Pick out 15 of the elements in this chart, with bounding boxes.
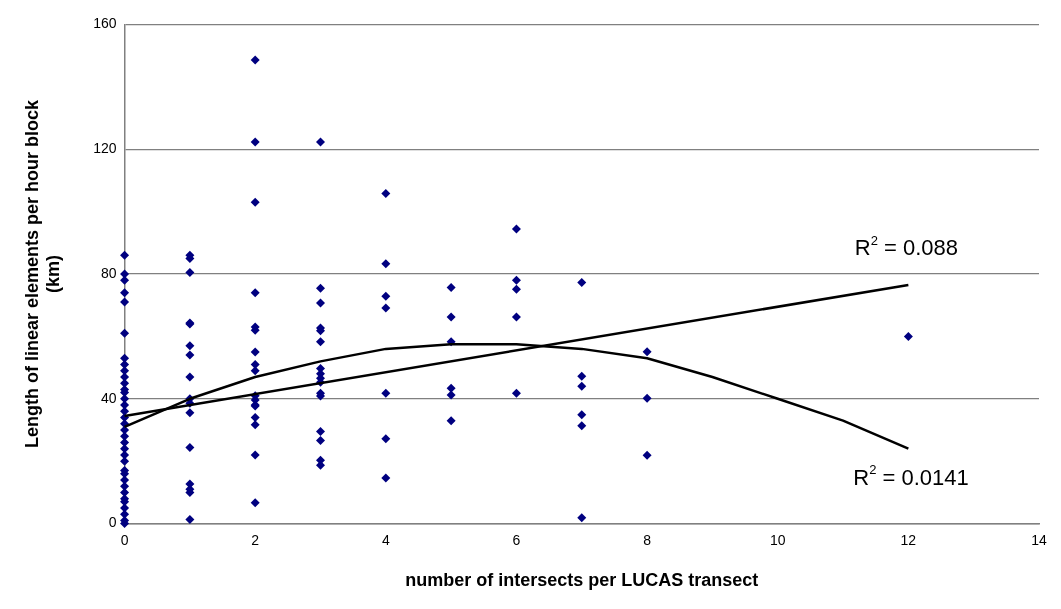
y-tick-label: 120 (93, 140, 117, 157)
x-tick-label: 8 (643, 531, 652, 548)
x-tick-label: 14 (1031, 531, 1047, 548)
y-tick-label: 160 (93, 15, 117, 32)
x-axis-title: number of intersects per LUCAS transect (405, 570, 759, 591)
y-axis-title: Length of linear elements per hour block (km) (21, 98, 64, 449)
y-tick-label: 40 (100, 389, 117, 406)
x-tick-label: 10 (769, 531, 786, 548)
x-tick-label: 6 (512, 531, 521, 548)
x-tick-label: 2 (251, 531, 260, 548)
y-tick-label: 80 (100, 264, 117, 281)
y-tick-label: 0 (108, 514, 117, 531)
x-tick-label: 12 (900, 531, 917, 548)
x-tick-label: 0 (120, 531, 129, 548)
x-tick-label: 4 (381, 531, 390, 548)
